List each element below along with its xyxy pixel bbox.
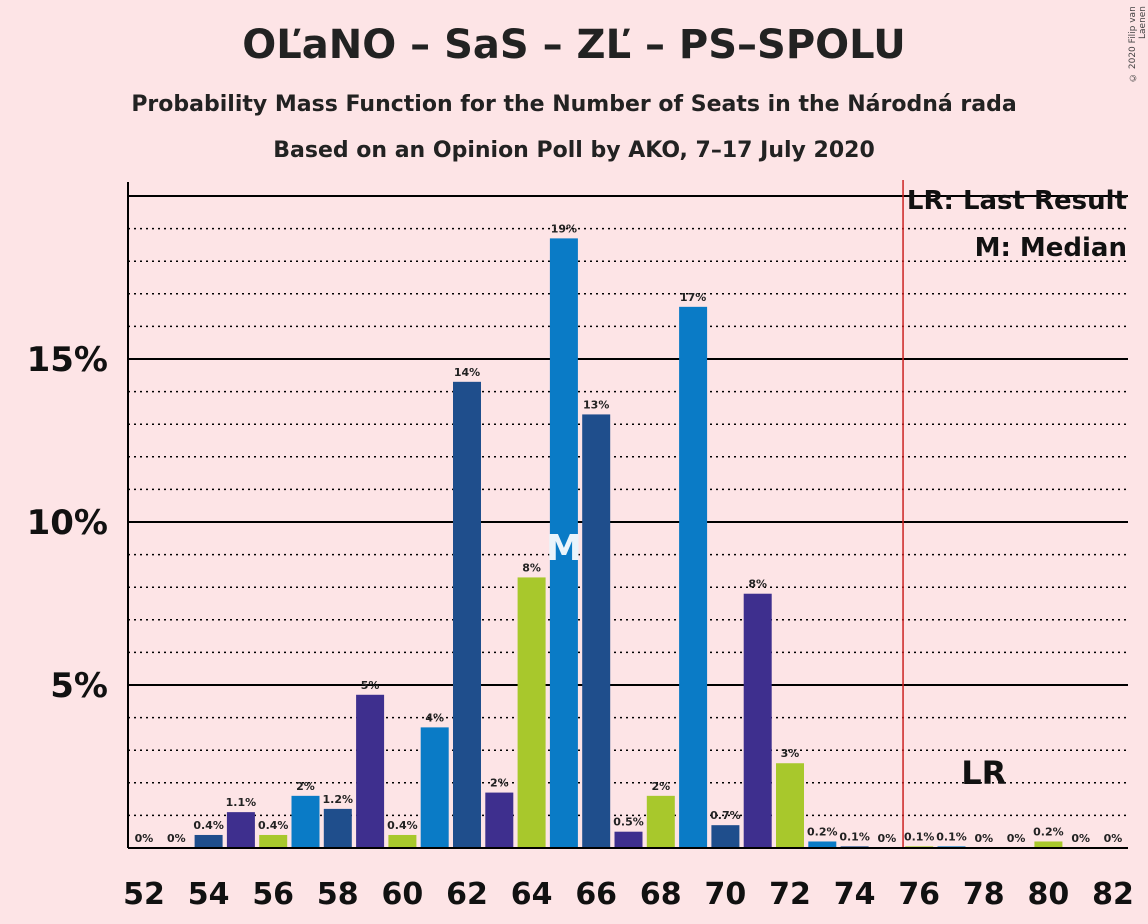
x-tick-label: 58 [317,877,359,912]
bar-label-seat-54: 0.4% [193,819,224,832]
median-marker: M [546,528,582,569]
bar-seat-64 [517,577,546,848]
bar-label-seat-58: 1.2% [323,793,354,806]
chart-subtitle: Probability Mass Function for the Number… [131,92,1017,117]
bar-label-seat-75: 0% [878,832,897,845]
bar-label-seat-62: 14% [454,366,480,379]
bar-seat-67 [614,831,643,848]
bar-label-seat-77: 0.1% [936,830,967,843]
bar-seat-61 [420,727,449,848]
bar-label-seat-70: 0.7% [710,809,741,822]
bar-label-seat-82: 0% [1104,832,1123,845]
bar-label-seat-73: 0.2% [807,825,838,838]
bar-label-seat-72: 3% [781,747,800,760]
legend-item: M: Median [975,233,1127,263]
bars-group [194,238,1063,849]
bar-label-seat-55: 1.1% [226,796,257,809]
bar-label-seat-68: 2% [651,780,670,793]
bar-seat-59 [356,694,385,848]
bar-label-seat-63: 2% [490,777,509,790]
bar-seat-60 [388,834,417,848]
bar-seat-54 [194,834,223,848]
x-tick-label: 54 [188,877,230,912]
bar-label-seat-71: 8% [748,578,767,591]
chart-subtitle-poll: Based on an Opinion Poll by AKO, 7–17 Ju… [273,138,875,163]
bar-label-seat-65: 19% [551,222,577,235]
x-tick-label: 52 [123,877,165,912]
bar-label-seat-53: 0% [167,832,186,845]
bar-seat-63 [485,792,514,848]
bar-label-seat-64: 8% [522,561,541,574]
bar-seat-58 [323,808,352,848]
bar-seat-55 [226,812,255,848]
x-tick-label: 64 [511,877,553,912]
chart-title: OĽaNO – SaS – ZĽ – PS–SPOLU [242,22,906,68]
grid-lines [128,195,1128,817]
bar-label-seat-69: 17% [680,291,706,304]
bar-label-seat-67: 0.5% [613,816,644,829]
y-tick-label: 5% [50,666,108,706]
x-tick-label: 56 [252,877,294,912]
x-tick-label: 82 [1092,877,1134,912]
x-tick-label: 68 [640,877,682,912]
bar-seat-62 [453,381,481,848]
bar-label-seat-79: 0% [1007,832,1026,845]
bar-label-seat-66: 13% [583,398,609,411]
bar-label-seat-52: 0% [135,832,154,845]
bar-seat-56 [259,834,288,848]
bar-label-seat-56: 0.4% [258,819,289,832]
x-tick-label: 76 [898,877,940,912]
x-tick-label: 60 [382,877,424,912]
x-tick-label: 80 [1028,877,1070,912]
bar-seat-70 [711,825,740,848]
x-tick-label: 74 [834,877,876,912]
bar-label-seat-57: 2% [296,780,315,793]
legend-item: LR: Last Result [907,186,1127,216]
bar-seat-73 [808,841,837,848]
bar-seat-71 [743,593,772,848]
x-tick-label: 70 [705,877,747,912]
y-tick-label: 15% [27,340,108,380]
y-tick-label: 10% [27,503,108,543]
bar-seat-80 [1034,841,1063,848]
bar-seat-57 [291,795,320,848]
x-tick-label: 72 [769,877,811,912]
legend: LR: Last Result M: Median [907,186,1127,263]
axes-group: 5% 10% 15% 52 54 56 58 60 62 64 66 68 70 72 74 76 78 80 82 [27,180,1134,912]
bar-label-seat-74: 0.1% [839,830,870,843]
bar-label-seat-60: 0.4% [387,819,418,832]
bar-label-seat-78: 0% [974,832,993,845]
bar-seat-66 [582,414,611,848]
bar-label-seat-80: 0.2% [1033,825,1064,838]
x-tick-label: 78 [963,877,1005,912]
bar-seat-65 [549,238,578,848]
bar-seat-69 [679,306,708,849]
bar-label-seat-76: 0.1% [904,830,935,843]
x-tick-label: 62 [446,877,488,912]
bar-seat-68 [646,795,675,848]
bar-label-seat-81: 0% [1071,832,1090,845]
bar-labels-group: 0% 0%0.4%1.1%0.4%2%1.2%5%0.4%4%14%2%8%19%… [135,222,1123,845]
bar-label-seat-59: 5% [361,679,380,692]
last-result-marker: LR [961,754,1006,792]
x-tick-label: 66 [575,877,617,912]
bar-label-seat-61: 4% [425,711,444,724]
bar-seat-72 [776,763,804,848]
